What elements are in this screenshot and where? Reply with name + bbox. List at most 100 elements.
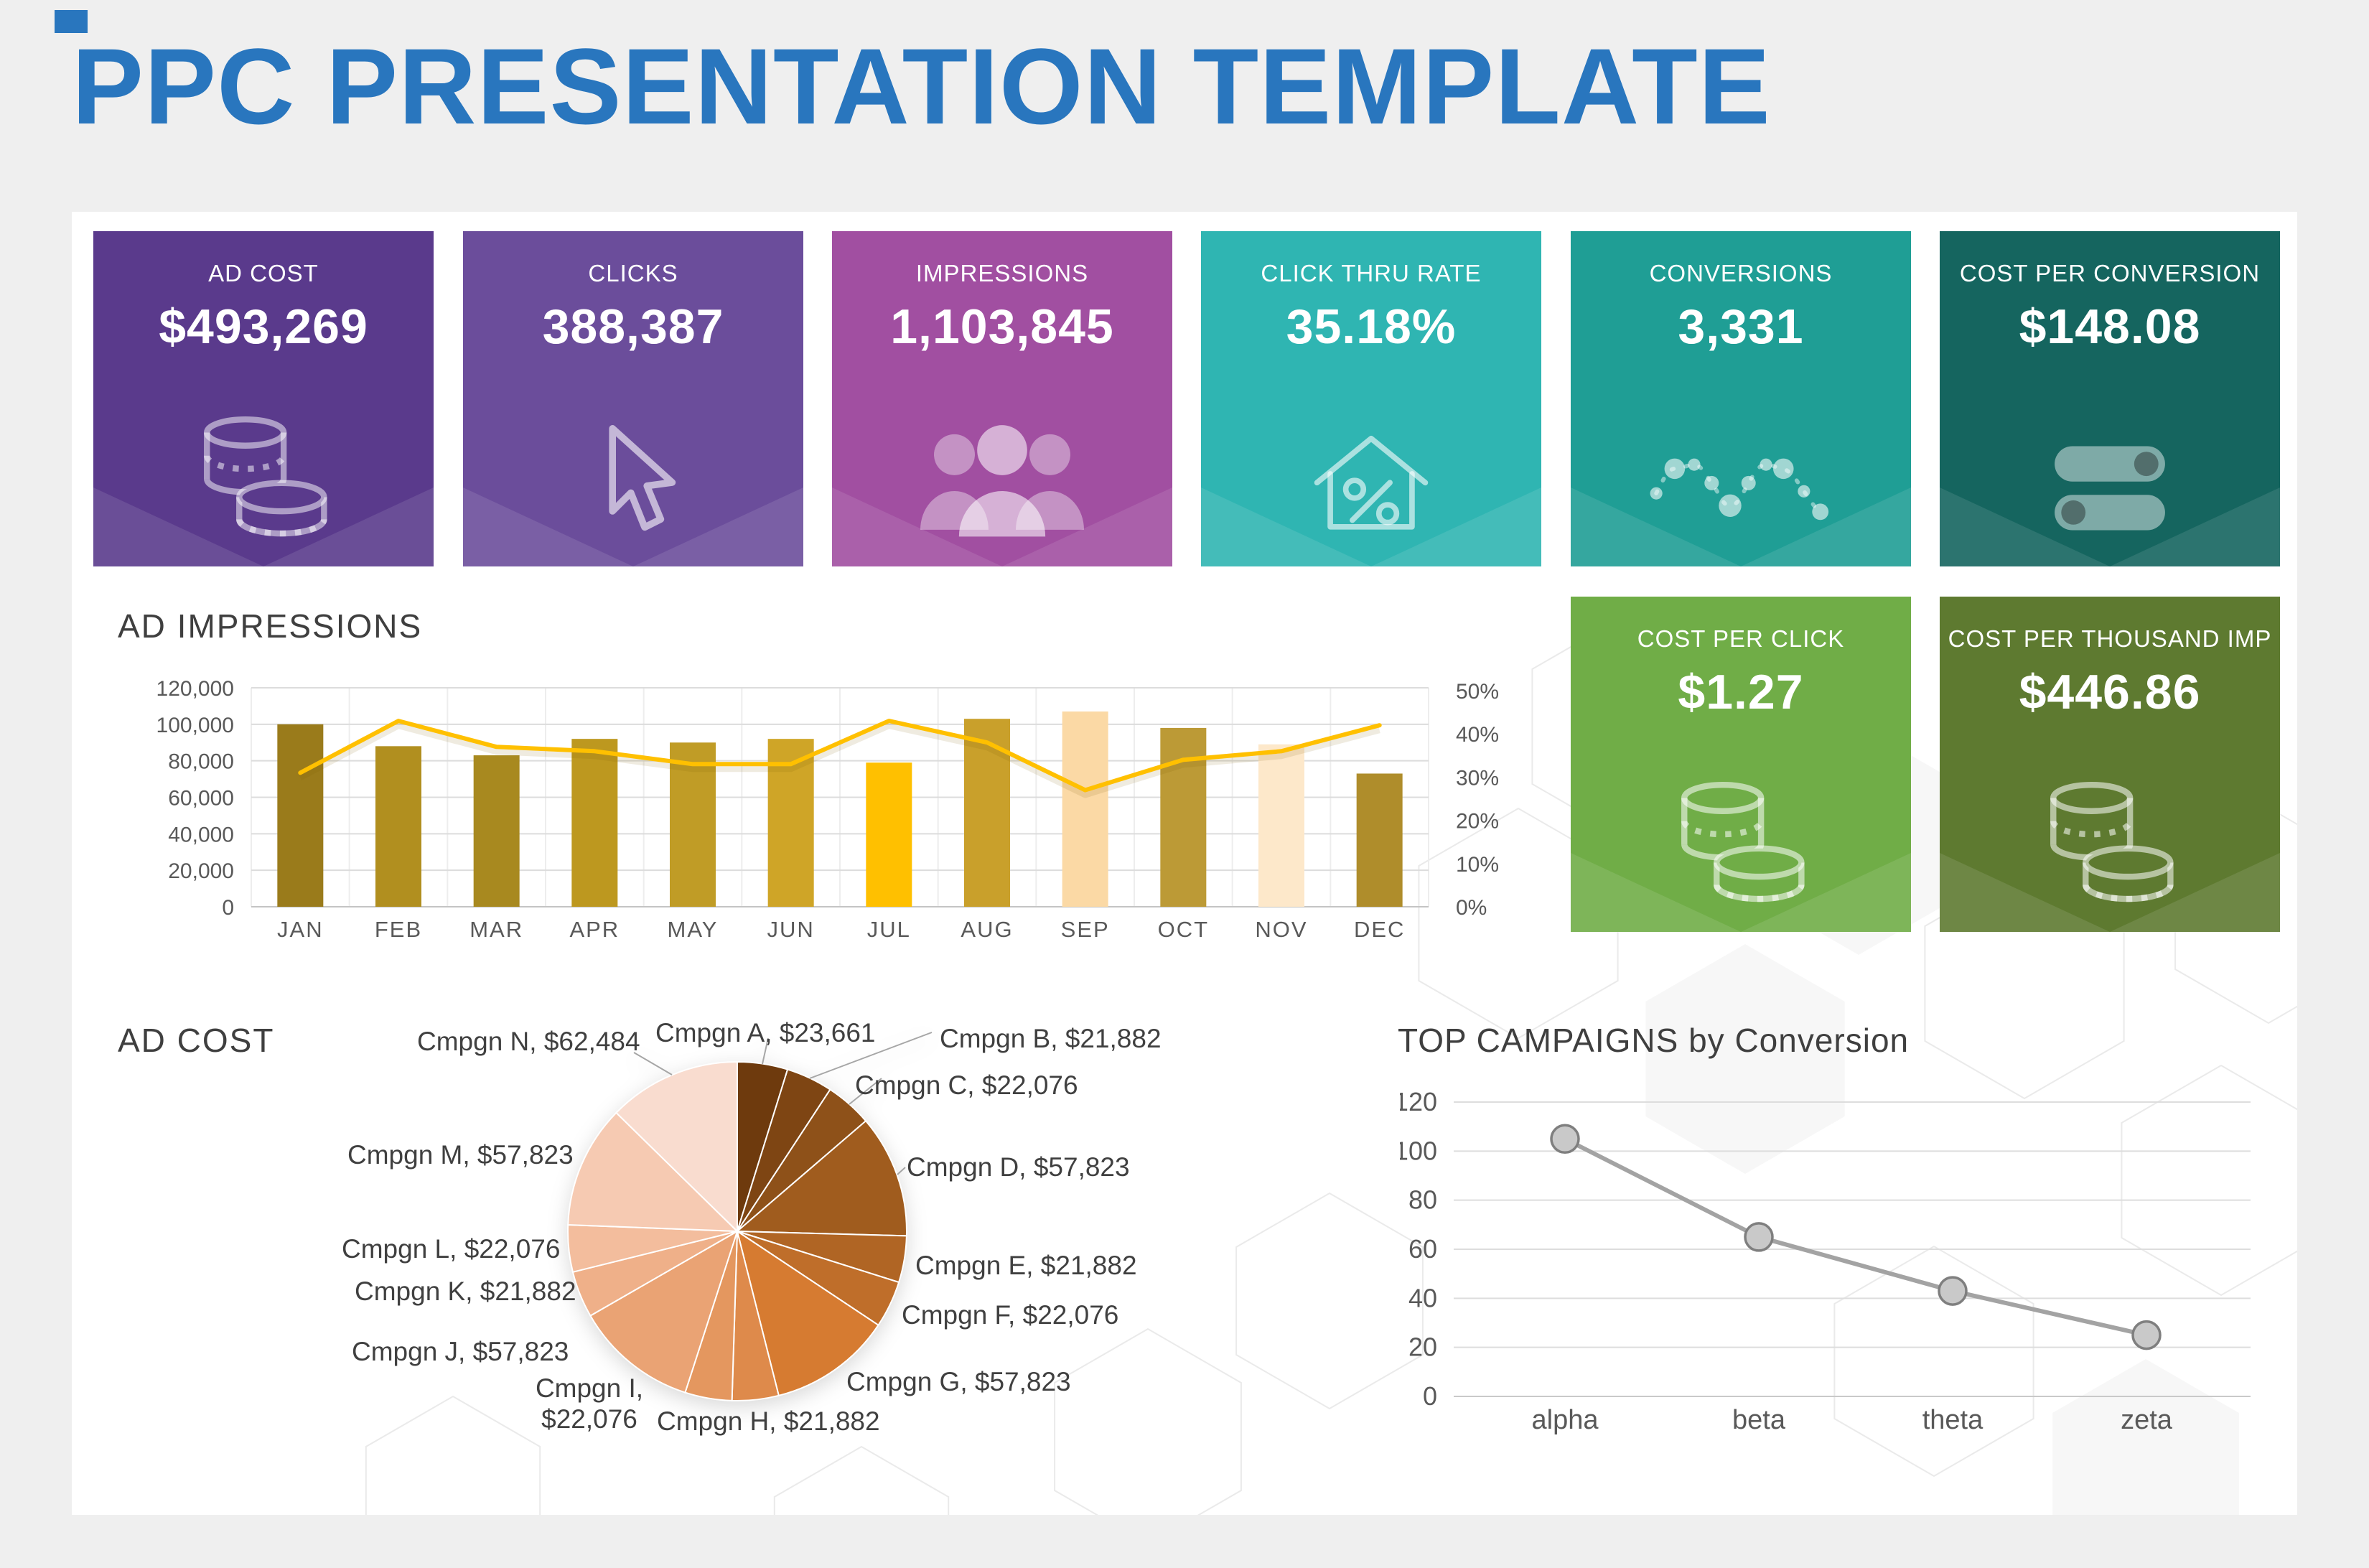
- y-axis-label: 40,000: [168, 823, 234, 846]
- kpi-card-cost-per-thousand-imp: COST PER THOUSAND IMP $446.86: [1940, 597, 2280, 932]
- coins-icon: [183, 404, 345, 549]
- month-label: SEP: [1061, 917, 1110, 942]
- kpi-value: 3,331: [1678, 299, 1804, 354]
- impressions-bar: [473, 755, 520, 907]
- impressions-bar: [277, 724, 324, 907]
- toggles-icon: [2038, 431, 2182, 549]
- page-title: PPC PRESENTATION TEMPLATE: [72, 26, 1771, 146]
- y-axis-label: 0: [1423, 1381, 1437, 1411]
- right-axis-label: 0%: [1456, 896, 1487, 920]
- month-label: JUL: [867, 917, 911, 942]
- campaign-label: beta: [1732, 1405, 1786, 1435]
- pie-slice: [589, 1229, 739, 1394]
- y-axis-label: 100: [1400, 1136, 1437, 1165]
- month-label: APR: [569, 917, 620, 942]
- y-axis-label: 0: [222, 896, 234, 920]
- hexagon-shape: [773, 1445, 950, 1515]
- kpi-value: $493,269: [159, 299, 368, 354]
- kpi-value: 388,387: [542, 299, 724, 354]
- impressions-bar: [866, 762, 912, 907]
- month-label: JUN: [767, 917, 815, 942]
- month-label: FEB: [375, 917, 422, 942]
- kpi-value: $1.27: [1678, 665, 1804, 719]
- top-campaigns-title: TOP CAMPAIGNS by Conversion: [1398, 1022, 1910, 1059]
- ctr-line: [298, 719, 1382, 793]
- ad-cost-pie-chart: [567, 1032, 933, 1401]
- kpi-card-conversions: CONVERSIONS 3,331: [1571, 231, 1911, 566]
- pie-leader-line: [809, 1032, 933, 1079]
- hexagon-shape: [2052, 1359, 2239, 1515]
- y-axis-label: 80: [1408, 1185, 1437, 1215]
- impressions-bar: [571, 739, 618, 907]
- pie-leader-line: [762, 1037, 769, 1065]
- impressions-bar: [375, 746, 421, 907]
- kpi-label: CONVERSIONS: [1649, 260, 1833, 286]
- y-axis-label: 20: [1408, 1333, 1437, 1362]
- kpi-value: $148.08: [2019, 299, 2201, 354]
- kpi-label: COST PER THOUSAND IMP: [1948, 625, 2272, 652]
- month-label: AUG: [961, 917, 1013, 942]
- kpi-card-cost-per-click: COST PER CLICK $1.27: [1571, 597, 1911, 932]
- month-label: NOV: [1255, 917, 1307, 942]
- impressions-bar: [767, 739, 814, 907]
- kpi-card-click-thru-rate: CLICK THRU RATE 35.18%: [1201, 231, 1541, 566]
- kpi-label: CLICK THRU RATE: [1261, 260, 1482, 286]
- house-percent-icon: [1299, 419, 1443, 549]
- ad-impressions-chart: 0 20,000 40,000 60,000 80,000 100,000 120,000 0…: [156, 677, 1500, 942]
- kpi-value: 35.18%: [1286, 299, 1457, 354]
- impressions-bar: [1356, 773, 1403, 907]
- kpi-label: CLICKS: [588, 260, 678, 286]
- y-axis-label: 80,000: [168, 750, 234, 774]
- data-point-marker: [1550, 1124, 1580, 1154]
- top-campaigns-chart: 0 20 40 60 80 100 120 alpha beta theta zeta: [1400, 1087, 2251, 1435]
- kpi-label: COST PER CLICK: [1637, 625, 1845, 652]
- people-icon: [900, 409, 1105, 549]
- kpi-value: $446.86: [2019, 665, 2201, 719]
- campaign-label: zeta: [2121, 1405, 2173, 1435]
- hexagon-shape: [1418, 807, 1619, 1040]
- impressions-bar: [1160, 727, 1207, 907]
- pie-leader-line: [633, 1052, 673, 1075]
- hexagon-shape: [1054, 1327, 1242, 1515]
- right-axis-label: 50%: [1456, 680, 1499, 704]
- y-axis-label: 20,000: [168, 859, 234, 883]
- pie-leader-line: [849, 1078, 882, 1105]
- right-axis-label: 20%: [1456, 810, 1499, 834]
- y-axis-label: 60: [1408, 1234, 1437, 1264]
- pie-slice: [735, 1119, 907, 1237]
- y-axis-label: 40: [1408, 1283, 1437, 1312]
- pie-slice: [736, 1229, 879, 1397]
- pie-slice: [567, 1111, 739, 1233]
- hexagon-shape: [365, 1395, 541, 1515]
- conversions-line: [1564, 1137, 2147, 1338]
- hexagon-shape: [1833, 1245, 2034, 1478]
- dotted-wave-icon: [1646, 438, 1836, 549]
- month-label: JAN: [277, 917, 324, 942]
- coins-icon: [2029, 770, 2191, 915]
- right-axis-label: 10%: [1456, 853, 1499, 877]
- data-point-marker: [2131, 1320, 2162, 1350]
- kpi-card-impressions: IMPRESSIONS 1,103,845: [832, 231, 1172, 566]
- data-point-marker: [1938, 1276, 1968, 1306]
- y-axis-label: 100,000: [156, 714, 234, 737]
- right-axis-label: 40%: [1456, 723, 1499, 747]
- kpi-card-clicks: CLICKS 388,387: [463, 231, 803, 566]
- ad-impressions-title: AD IMPRESSIONS: [118, 607, 423, 645]
- impressions-bar: [670, 742, 716, 907]
- impressions-bar: [1258, 744, 1304, 907]
- month-label: MAY: [668, 917, 719, 942]
- kpi-value: 1,103,845: [890, 299, 1114, 354]
- ad-cost-title: AD COST: [118, 1022, 275, 1059]
- cursor-icon: [576, 419, 691, 549]
- corner-accent: [55, 10, 88, 33]
- y-axis-label: 120,000: [156, 677, 234, 701]
- kpi-card-ad-cost: AD COST $493,269: [93, 231, 434, 566]
- campaign-label: alpha: [1532, 1405, 1599, 1435]
- month-label: DEC: [1354, 917, 1405, 942]
- kpi-label: COST PER CONVERSION: [1959, 260, 2261, 286]
- month-label: MAR: [469, 917, 523, 942]
- kpi-card-cost-per-conversion: COST PER CONVERSION $148.08: [1940, 231, 2280, 566]
- pie-leader-line: [897, 1167, 906, 1175]
- hexagon-shape: [1235, 1192, 1424, 1410]
